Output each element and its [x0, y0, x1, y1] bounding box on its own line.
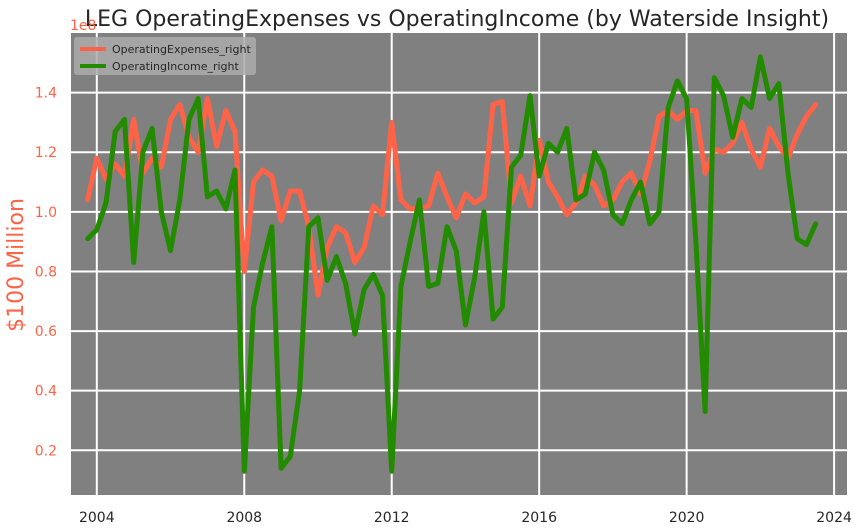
y-axis-label: $100 Million [4, 198, 29, 332]
series-lines [85, 54, 819, 474]
y-tick-label: 1.0 [35, 205, 57, 221]
series-line-operatingincome-right [85, 54, 819, 474]
x-tick-label: 2012 [374, 510, 410, 526]
legend-label-operating-expenses: OperatingExpenses_right [112, 43, 251, 56]
y-axis-ticks: 0.2 0.4 0.6 0.8 1.0 1.2 1.4 [35, 86, 57, 460]
x-tick-label: 2016 [521, 510, 557, 526]
x-tick-label: 2020 [669, 510, 705, 526]
chart-title: LEG OperatingExpenses vs OperatingIncome… [85, 7, 829, 32]
x-tick-label: 2004 [79, 510, 115, 526]
y-tick-label: 0.6 [35, 324, 57, 340]
series-line-operatingexpenses-right [85, 96, 819, 298]
y-tick-label: 0.4 [35, 384, 57, 400]
legend-box [74, 37, 256, 75]
x-tick-label: 2008 [226, 510, 262, 526]
x-tick-label: 2024 [816, 510, 852, 526]
y-offset-text: 1e8 [70, 18, 96, 34]
legend: OperatingExpenses_right OperatingIncome_… [74, 37, 256, 75]
y-tick-label: 1.2 [35, 145, 57, 161]
legend-label-operating-income: OperatingIncome_right [112, 60, 240, 73]
y-tick-label: 1.4 [35, 86, 57, 102]
x-axis-ticks: 2004 2008 2012 2016 2020 2024 [79, 510, 852, 526]
y-tick-label: 0.8 [35, 264, 57, 280]
y-tick-label: 0.2 [35, 443, 57, 459]
